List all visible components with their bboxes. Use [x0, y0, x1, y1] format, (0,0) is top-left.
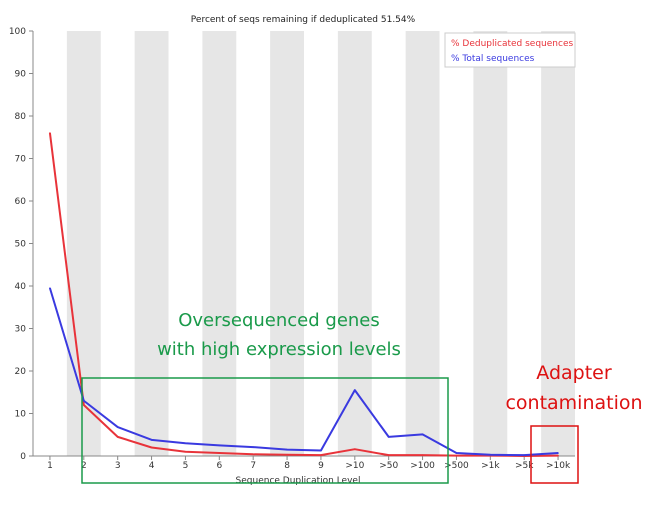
x-tick-label: >10 — [345, 461, 364, 471]
data-point-total — [252, 446, 254, 448]
data-point-total — [387, 436, 390, 438]
y-tick-label: 20 — [15, 367, 27, 377]
data-point-total — [116, 426, 119, 428]
x-tick-label: 3 — [115, 461, 121, 471]
data-point-deduplicated — [83, 404, 85, 406]
background-band — [134, 31, 169, 456]
x-tick-label: >5k — [515, 461, 534, 471]
legend: % Deduplicated sequences % Total sequenc… — [444, 32, 576, 68]
data-point-total — [286, 448, 288, 451]
background-band — [66, 31, 101, 456]
y-tick-label: 0 — [20, 452, 26, 462]
background-band — [202, 31, 237, 456]
data-point-deduplicated — [116, 436, 119, 438]
x-tick-label: >500 — [444, 461, 469, 471]
data-point-deduplicated — [354, 448, 356, 451]
data-point-total — [150, 439, 153, 441]
annotation-box-oversequenced — [81, 377, 449, 484]
annotation-box-adapter — [530, 425, 579, 484]
y-tick-label: 10 — [15, 410, 27, 420]
y-tick-label: 50 — [15, 240, 27, 250]
y-tick-label: 100 — [9, 27, 26, 37]
x-tick-label: 9 — [318, 461, 324, 471]
legend-entry-deduplicated: % Deduplicated sequences — [451, 39, 573, 49]
data-point-deduplicated — [421, 454, 424, 456]
x-tick-label: >100 — [410, 461, 435, 471]
series-line-total — [48, 287, 559, 457]
legend-entry-total: % Total sequences — [451, 54, 535, 64]
data-point-total — [455, 452, 458, 454]
background-band — [473, 31, 508, 456]
y-tick-label: 40 — [15, 282, 27, 292]
y-tick-label: 60 — [15, 197, 27, 207]
data-point-total — [557, 452, 559, 454]
y-tick-label: 30 — [15, 325, 27, 335]
annotation-adapter-contamination: Adapter contamination — [505, 362, 643, 484]
background-band — [405, 31, 440, 456]
data-point-total — [49, 287, 51, 289]
data-point-total — [421, 433, 424, 436]
x-tick-label: 7 — [250, 461, 256, 471]
x-tick-label: >10k — [546, 461, 571, 471]
annotation-text-line-2: with high expression levels — [157, 339, 401, 360]
y-tick-label: 70 — [15, 155, 27, 165]
data-point-total — [83, 399, 85, 402]
x-tick-label: >50 — [379, 461, 398, 471]
background-band — [270, 31, 304, 456]
x-tick-label: 8 — [284, 461, 290, 471]
annotation-text-line-1: Oversequenced genes — [178, 310, 380, 331]
x-tick-label: 5 — [183, 461, 189, 471]
background-band — [541, 31, 575, 456]
data-point-deduplicated — [286, 453, 288, 456]
data-point-total — [354, 389, 356, 391]
x-tick-label: 6 — [216, 461, 222, 471]
x-tick-label: >1k — [481, 461, 500, 471]
y-tick-label: 90 — [15, 70, 27, 80]
x-tick-label: 1 — [47, 461, 53, 471]
background-bands — [66, 31, 575, 456]
series-line-deduplicated — [48, 132, 559, 457]
x-axis-ticks: 1 2 3 4 5 6 7 8 9 >10 >50 >100 >500 >1k >5k >10k — [47, 456, 571, 471]
x-tick-label: 4 — [149, 461, 155, 471]
data-point-total — [320, 449, 322, 452]
data-point-deduplicated — [387, 454, 390, 456]
y-axis-ticks: 0 10 20 30 40 50 60 70 80 90 100 — [9, 27, 33, 462]
chart-title: Percent of seqs remaining if deduplicate… — [191, 15, 416, 25]
background-band — [337, 31, 372, 456]
annotation-oversequenced-genes: Oversequenced genes with high expression… — [81, 310, 449, 484]
data-point-total — [184, 442, 187, 445]
data-point-deduplicated — [150, 446, 153, 449]
annotation-text-line-1: Adapter — [536, 362, 612, 384]
data-point-deduplicated — [557, 454, 559, 457]
data-point-total — [489, 453, 492, 456]
legend-box — [444, 32, 576, 68]
x-tick-label: 2 — [81, 461, 87, 471]
data-point-total — [523, 454, 525, 456]
data-point-deduplicated — [320, 454, 322, 456]
annotation-text-line-2: contamination — [505, 392, 642, 414]
data-point-deduplicated — [49, 132, 51, 134]
data-point-deduplicated — [184, 450, 187, 453]
data-point-deduplicated — [455, 454, 458, 457]
y-tick-label: 80 — [15, 112, 27, 122]
data-point-total — [218, 444, 221, 447]
data-point-deduplicated — [218, 452, 221, 454]
data-point-deduplicated — [252, 453, 254, 456]
x-axis-label: Sequence Duplication Level — [236, 476, 361, 486]
series-lines — [48, 132, 559, 457]
